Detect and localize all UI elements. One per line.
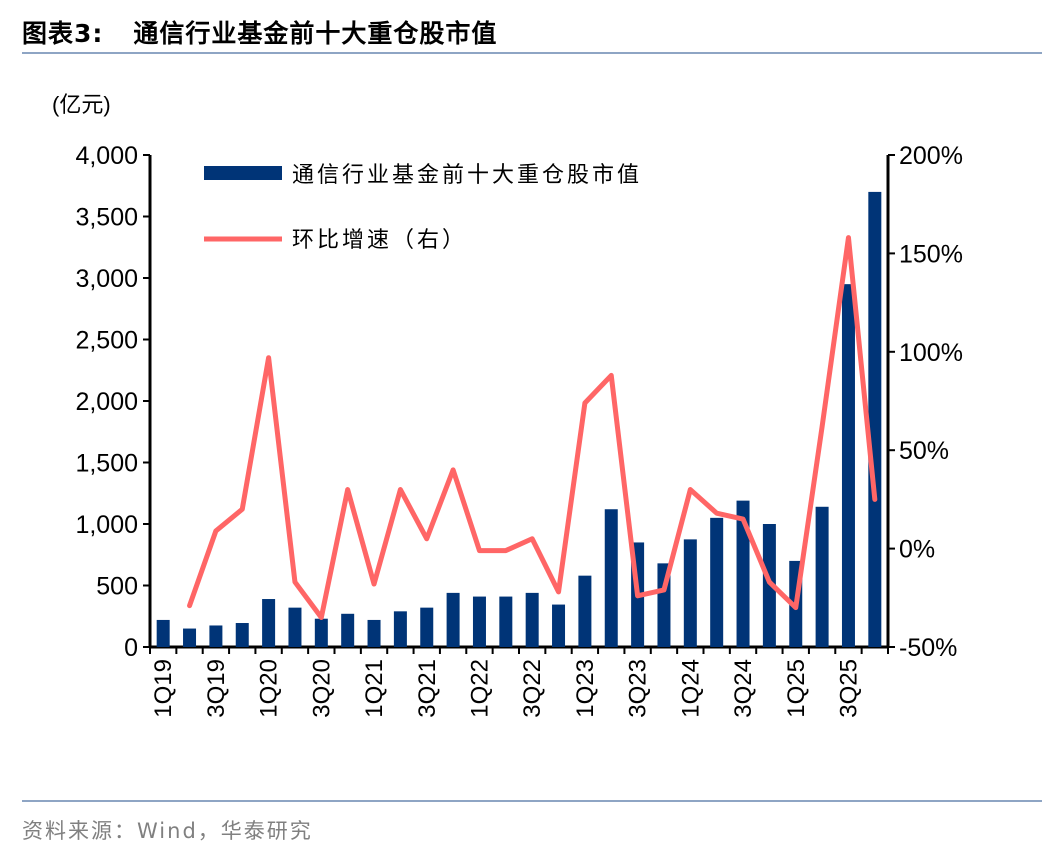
bar-1Q20 xyxy=(262,599,276,647)
chart-title: 图表3: 通信行业基金前十大重仓股市值 xyxy=(22,14,527,50)
x-tick-label: 3Q22 xyxy=(519,659,546,718)
bar-4Q19 xyxy=(235,623,249,647)
right-tick-label: -50% xyxy=(899,634,957,662)
bar-3Q22 xyxy=(525,592,539,647)
bar-2Q21 xyxy=(393,611,407,647)
left-tick-label: 3,500 xyxy=(75,204,138,232)
left-tick-label: 1,500 xyxy=(75,450,138,478)
right-tick-label: 0% xyxy=(899,536,935,564)
bar-4Q21 xyxy=(446,592,460,647)
bar-1Q23 xyxy=(578,575,592,647)
bar-1Q24 xyxy=(683,539,697,647)
bar-4Q20 xyxy=(341,613,355,647)
bar-3Q25 xyxy=(841,284,855,647)
bar-2Q19 xyxy=(183,628,197,647)
left-tick-label: 0 xyxy=(124,634,138,662)
bar-2Q22 xyxy=(499,596,513,647)
left-tick-label: 4,000 xyxy=(75,142,138,170)
legend-bar-label: 通信行业基金前十大重仓股市值 xyxy=(292,162,642,187)
left-tick-label: 2,500 xyxy=(75,327,138,355)
right-tick-label: 50% xyxy=(899,437,949,465)
x-tick-label: 3Q20 xyxy=(308,659,335,718)
bar-2Q25 xyxy=(815,506,829,647)
figure-label: 图表3: xyxy=(22,19,104,48)
bar-3Q19 xyxy=(209,625,223,647)
bar-2Q23 xyxy=(604,509,618,647)
bar-2Q24 xyxy=(710,517,724,647)
left-tick-label: 3,000 xyxy=(75,265,138,293)
x-tick-label: 3Q24 xyxy=(730,659,757,718)
x-tick-label: 1Q24 xyxy=(677,659,704,718)
x-tick-label: 3Q23 xyxy=(625,659,652,718)
left-tick-label: 2,000 xyxy=(75,388,138,416)
bar-3Q21 xyxy=(420,607,434,647)
x-tick-label: 1Q25 xyxy=(783,659,810,718)
left-tick-label: 1,000 xyxy=(75,511,138,539)
x-tick-label: 1Q20 xyxy=(256,659,283,718)
x-tick-label: 3Q25 xyxy=(835,659,862,718)
x-tick-label: 3Q19 xyxy=(203,659,230,718)
bar-4Q25 xyxy=(868,191,882,647)
right-tick-label: 100% xyxy=(899,339,963,367)
source-note: 资料来源：Wind，华泰研究 xyxy=(22,819,313,843)
legend-bar-swatch xyxy=(204,166,282,180)
legend-line-label: 环比增速（右） xyxy=(292,227,467,252)
x-tick-label: 1Q23 xyxy=(572,659,599,718)
right-tick-label: 150% xyxy=(899,240,963,268)
growth-line xyxy=(187,235,878,620)
bottom-rule xyxy=(22,800,1042,802)
x-tick-label: 1Q21 xyxy=(361,659,388,718)
bar-1Q22 xyxy=(472,596,486,647)
bar-1Q19 xyxy=(156,619,170,647)
x-tick-label: 1Q22 xyxy=(466,659,493,718)
x-tick-label: 3Q21 xyxy=(414,659,441,718)
right-tick-label: 200% xyxy=(899,142,963,170)
bar-2Q20 xyxy=(288,607,302,647)
x-tick-label: 1Q19 xyxy=(150,659,177,718)
bar-3Q20 xyxy=(314,618,328,647)
bar-3Q24 xyxy=(736,500,750,647)
y-axis-label: (亿元) xyxy=(52,92,111,117)
top-rule xyxy=(22,52,1042,54)
bar-1Q21 xyxy=(367,619,381,647)
title-text: 通信行业基金前十大重仓股市值 xyxy=(133,19,498,48)
bar-4Q22 xyxy=(552,604,566,647)
left-tick-label: 500 xyxy=(96,573,138,601)
